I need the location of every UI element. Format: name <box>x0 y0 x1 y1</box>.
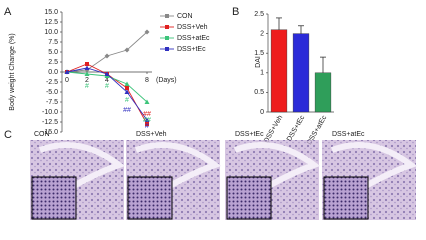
x-axis-title: (Days) <box>156 77 177 84</box>
annotation: # <box>105 83 109 90</box>
y-tick-label: -10.0 <box>42 109 58 116</box>
inset-image <box>323 176 369 220</box>
marker <box>124 81 130 86</box>
marker <box>84 71 90 76</box>
marker <box>145 122 149 126</box>
y-tick-label: 2.5 <box>48 59 58 66</box>
bar <box>270 29 288 113</box>
marker <box>85 62 89 66</box>
annotation: # <box>125 97 129 104</box>
annotation: ## <box>143 117 151 124</box>
y-tick-label: 0.0 <box>48 69 58 76</box>
image-label: DSS+tEc <box>235 131 264 138</box>
inset-image <box>226 176 272 220</box>
panel-label: C <box>4 129 12 141</box>
annotation: # <box>85 83 89 90</box>
x-tick-label: DSS+Veh <box>263 114 284 144</box>
inset-image <box>31 176 77 220</box>
legend-label: DSS+Veh <box>177 24 208 31</box>
marker <box>124 89 130 94</box>
marker <box>104 71 110 76</box>
y-tick-label: 7.5 <box>48 39 58 46</box>
y-tick-label: 5.0 <box>48 49 58 56</box>
y-tick-label: -5.0 <box>46 89 58 96</box>
y-axis-title: Body weight Change (%) <box>9 33 16 110</box>
bar <box>292 33 310 113</box>
marker <box>144 99 150 104</box>
y-tick-label: 0 <box>260 109 264 116</box>
y-tick-label: 15.0 <box>44 9 58 16</box>
image-label: DSS+Veh <box>136 131 167 138</box>
legend-label: DSS+tEc <box>177 46 206 53</box>
x-tick-label: 4 <box>105 77 109 84</box>
y-axis-title: DAI <box>255 56 262 68</box>
legend-swatch <box>165 25 169 29</box>
y-tick-label: 12.5 <box>44 19 58 26</box>
legend-swatch <box>165 14 169 18</box>
y-tick-label: 0.5 <box>254 89 264 96</box>
marker <box>104 53 110 59</box>
x-tick-label: DSS+tEc <box>286 114 307 143</box>
legend-swatch <box>165 47 169 51</box>
legend-label: CON <box>177 13 193 20</box>
bar <box>314 72 332 113</box>
y-tick-label: 2 <box>260 30 264 37</box>
marker <box>144 29 150 35</box>
y-tick-label: 2.5 <box>254 11 264 18</box>
y-tick-label: 1 <box>260 70 264 77</box>
y-tick-label: 10.0 <box>44 29 58 36</box>
annotation: ## <box>143 111 151 118</box>
image-label: DSS+atEc <box>332 131 365 138</box>
y-tick-label: -7.5 <box>46 99 58 106</box>
figure: A B C Body weight Change (%) DAI -15.0 -1… <box>4 6 418 220</box>
x-tick-label: 8 <box>145 77 149 84</box>
annotation: ## <box>123 107 131 114</box>
y-tick-label: -2.5 <box>46 79 58 86</box>
x-tick-label: 0 <box>65 77 69 84</box>
y-tick-label: -12.5 <box>42 119 58 126</box>
inset-image <box>127 176 173 220</box>
image-label: CON <box>34 131 50 138</box>
marker <box>144 117 150 122</box>
marker <box>125 86 129 90</box>
marker <box>84 65 90 70</box>
panel-label: A <box>4 6 12 18</box>
annotation: # <box>145 123 149 130</box>
panel-label: B <box>232 6 239 18</box>
series-line <box>66 31 148 73</box>
marker <box>124 47 130 53</box>
marker <box>64 69 70 74</box>
legend-swatch <box>165 36 169 40</box>
y-tick-label: 1.5 <box>254 50 264 57</box>
x-tick-label: 2 <box>85 77 89 84</box>
y-tick-label: -15.0 <box>42 129 58 136</box>
legend-label: DSS+atEc <box>177 35 210 42</box>
